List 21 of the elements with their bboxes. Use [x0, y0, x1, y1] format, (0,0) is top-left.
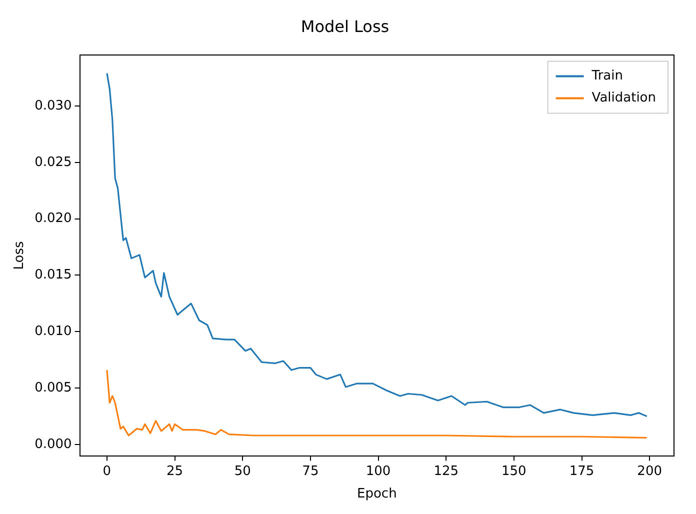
x-tick-label: 50	[234, 464, 251, 479]
x-tick-label: 25	[166, 464, 184, 479]
y-tick-label: 0.005	[34, 380, 72, 396]
y-tick-label: 0.030	[34, 98, 72, 114]
y-tick-label: 0.025	[34, 154, 72, 170]
y-tick-label: 0.010	[34, 324, 72, 340]
y-axis-title: Loss	[12, 241, 28, 270]
y-tick-label: 0.020	[34, 211, 72, 226]
chart-title: Model Loss	[300, 16, 390, 36]
x-tick-label: 125	[434, 464, 459, 479]
x-axis-title: Epoch	[357, 486, 397, 502]
x-tick-label: 100	[366, 464, 391, 479]
legend-label: Validation	[592, 90, 656, 106]
x-tick-label: 175	[569, 464, 594, 479]
y-tick-label: 0.000	[34, 436, 72, 452]
x-tick-label: 150	[502, 464, 526, 479]
x-tick-label: 75	[302, 464, 319, 479]
x-tick-label: 200	[637, 464, 662, 479]
x-tick-label: 0	[102, 464, 112, 479]
legend-label: Train	[590, 68, 624, 84]
y-tick-label: 0.015	[34, 268, 72, 283]
